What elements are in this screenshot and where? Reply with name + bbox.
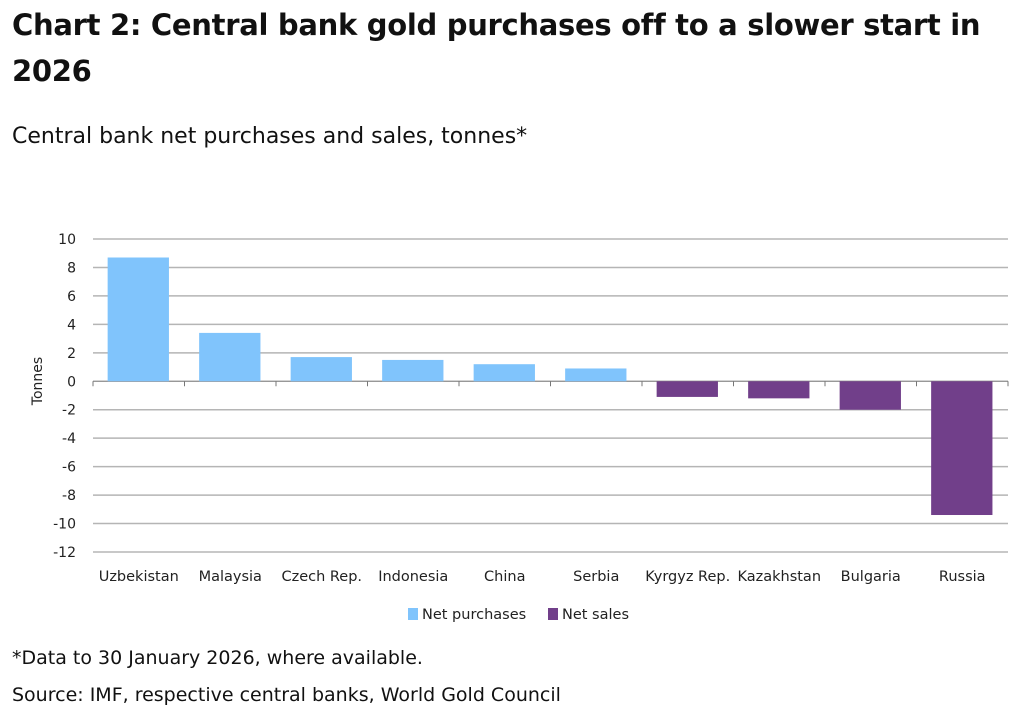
y-tick-labels: 10 8 6 4 2 0 -2 -4 -6 -8 -10 -12 [53, 232, 76, 561]
y-tick-label: -2 [62, 403, 76, 419]
bar-china [473, 364, 535, 382]
bar-serbia [565, 368, 627, 382]
y-tick-label: 0 [67, 374, 76, 390]
x-tick-labels: Uzbekistan Malaysia Czech Rep. Indonesia Chi… [99, 569, 986, 585]
x-tick-label: Kyrgyz Rep. [645, 569, 730, 585]
x-tick-label: Uzbekistan [99, 569, 179, 585]
chart-subtitle: Central bank net purchases and sales, to… [12, 124, 528, 149]
y-tick-label: 8 [67, 260, 76, 276]
footnote: *Data to 30 January 2026, where availabl… [12, 647, 423, 669]
y-tick-label: -6 [62, 460, 76, 476]
x-tick-label: Kazakhstan [737, 569, 821, 585]
bar-indonesia [382, 359, 444, 382]
x-tick-label: China [484, 569, 525, 585]
bar-uzbekistan [107, 257, 169, 382]
y-tick-label: -8 [62, 488, 76, 504]
x-tick-label: Russia [939, 569, 986, 585]
legend-swatch [548, 608, 558, 620]
y-tick-label: 2 [67, 346, 76, 362]
bar-czech-rep [290, 357, 352, 382]
bar-kazakhstan [748, 381, 810, 399]
bar-kyrgyz-rep [656, 381, 718, 397]
x-tick-label: Indonesia [378, 569, 448, 585]
chart-title: Chart 2: Central bank gold purchases off… [12, 8, 981, 88]
bars [107, 257, 993, 516]
bar-chart: 10 8 6 4 2 0 -2 -4 -6 -8 -10 -12 Uzbekistan Malaysia… [30, 232, 1009, 623]
y-tick-label: -12 [53, 545, 76, 561]
x-tick-label: Serbia [573, 569, 619, 585]
y-tick-label: 6 [67, 289, 76, 305]
x-tick-label: Bulgaria [841, 569, 901, 585]
bar-malaysia [199, 332, 261, 382]
y-tick-label: 4 [67, 317, 76, 333]
bar-russia [931, 381, 993, 516]
y-tick-label: 10 [58, 232, 76, 248]
y-tick-label: -4 [62, 431, 76, 447]
legend-label: Net sales [562, 607, 629, 623]
y-axis-label: Tonnes [30, 357, 46, 406]
x-tick-label: Czech Rep. [281, 569, 362, 585]
y-tick-label: -10 [53, 517, 76, 533]
legend: Net purchases Net sales [408, 607, 629, 623]
legend-label: Net purchases [422, 607, 526, 623]
bar-bulgaria [839, 381, 901, 410]
source-note: Source: IMF, respective central banks, W… [12, 684, 561, 706]
legend-swatch [408, 608, 418, 620]
x-tick-label: Malaysia [199, 569, 262, 585]
